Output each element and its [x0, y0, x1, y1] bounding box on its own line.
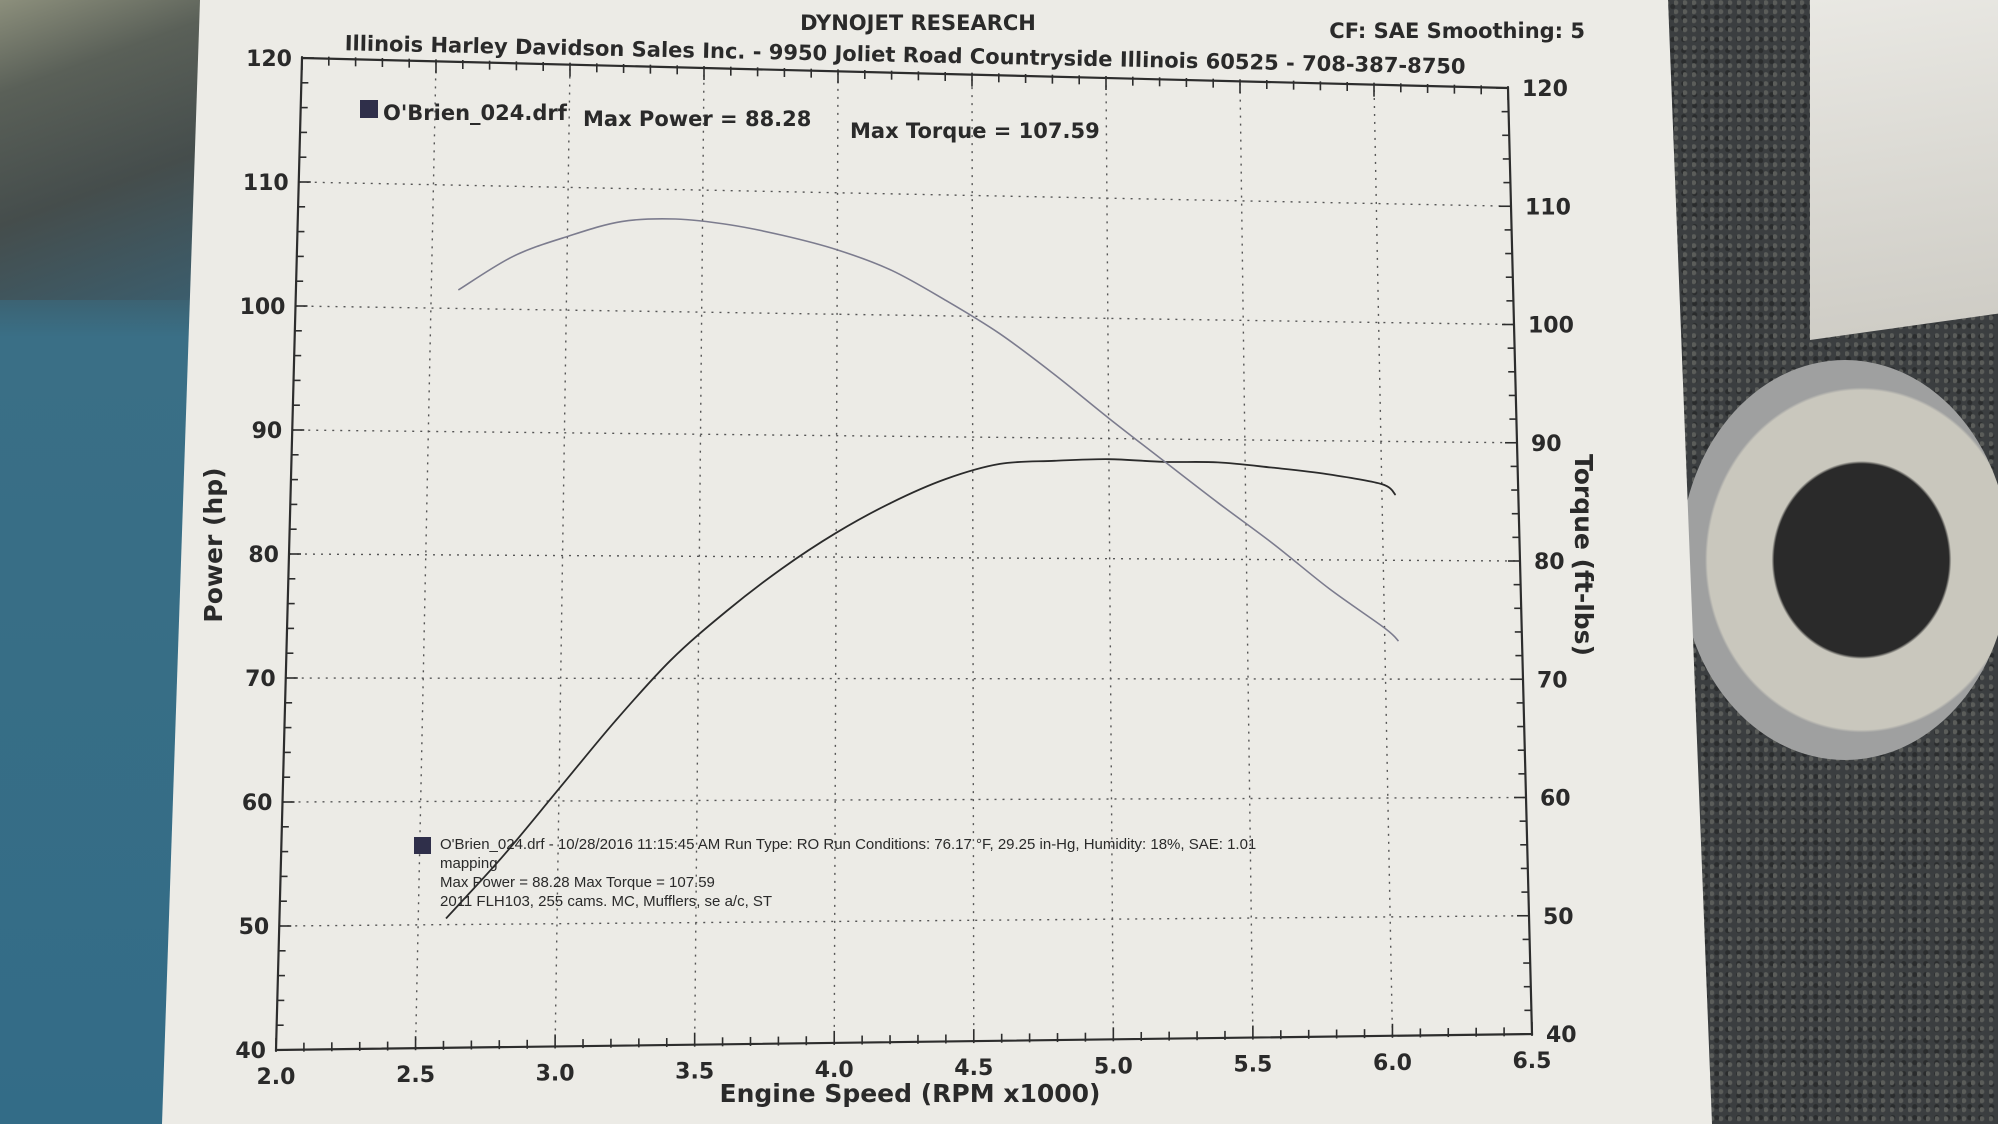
- grid-line-y: [288, 553, 1521, 562]
- grid-line-y: [279, 915, 1530, 927]
- x-tick-label: 6.5: [1513, 1049, 1552, 1074]
- run-info-line2: mapping: [440, 855, 498, 872]
- y-tick-label-left: 40: [235, 1039, 266, 1064]
- y-tick-label-right: 60: [1540, 787, 1571, 812]
- grid-line-x: [1373, 84, 1394, 1036]
- y-tick-label-left: 110: [243, 171, 289, 196]
- header-settings: CF: SAE Smoothing: 5: [1329, 19, 1585, 43]
- y-tick-label-left: 90: [252, 419, 283, 444]
- grid-line-x: [693, 67, 705, 1045]
- grid-line-y: [295, 305, 1515, 326]
- y-tick-label-right: 120: [1522, 77, 1568, 102]
- y-tick-label-left: 100: [240, 295, 286, 320]
- paper: [162, 0, 1712, 1124]
- series-power-line: [445, 458, 1397, 920]
- x-tick-label: 5.5: [1233, 1053, 1272, 1078]
- grid-line-x: [1105, 77, 1115, 1040]
- run-info-line4: 2011 FLH103, 255 cams. MC, Mufflers, se …: [440, 893, 772, 910]
- legend-max-torque: Max Torque = 107.59: [850, 119, 1100, 143]
- run-info-line1: O'Brien_024.drf - 10/28/2016 11:15:45 AM…: [440, 836, 1256, 853]
- y-tick-label-right: 80: [1534, 550, 1565, 575]
- y-tick-label-right: 90: [1531, 432, 1562, 457]
- x-tick-label: 4.5: [954, 1056, 993, 1081]
- y-tick-label-right: 50: [1543, 905, 1574, 930]
- header-company: DYNOJET RESEARCH: [800, 11, 1036, 35]
- background-wall: [0, 0, 210, 300]
- legend-run-file: O'Brien_024.drf: [383, 101, 568, 125]
- x-tick-label: 5.0: [1094, 1054, 1133, 1079]
- grid-line-x: [833, 71, 839, 1043]
- x-tick-label: 3.0: [536, 1061, 575, 1086]
- series-torque-line: [457, 217, 1400, 642]
- x-tick-label: 6.0: [1373, 1051, 1412, 1076]
- y-tick-label-right: 70: [1537, 668, 1568, 693]
- y-tick-label-left: 70: [245, 667, 276, 692]
- run-info-line3: Max Power = 88.28 Max Torque = 107.59: [440, 874, 715, 891]
- x-tick-label: 2.5: [396, 1063, 435, 1088]
- series-layer: [445, 217, 1400, 920]
- y-tick-label-left: 60: [242, 791, 273, 816]
- y-tick-label-left: 120: [246, 47, 292, 72]
- y-axis-left-label: Power (hp): [199, 467, 228, 622]
- grid-line-x: [971, 74, 975, 1042]
- y-axis-right-label: Torque (ft-lbs): [1569, 454, 1598, 656]
- y-tick-label-right: 110: [1525, 195, 1571, 220]
- x-axis-label: Engine Speed (RPM x1000): [720, 1079, 1101, 1108]
- ticks: 2.0 2.5 3.0 3.5 4.0 4.5 5.0 5.5 6.0 6.54050607080…: [235, 47, 1576, 1090]
- x-tick-label: 4.0: [815, 1058, 854, 1083]
- y-tick-label-left: 80: [248, 543, 279, 568]
- y-tick-label-right: 40: [1546, 1023, 1577, 1048]
- grid: [279, 61, 1530, 1049]
- background-tape-roll: [1680, 360, 1998, 760]
- y-tick-label-right: 100: [1528, 314, 1574, 339]
- y-tick-label-left: 50: [239, 915, 270, 940]
- legend-max-power: Max Power = 88.28: [583, 107, 811, 131]
- run-info-marker: [414, 837, 431, 854]
- x-tick-label: 3.5: [675, 1060, 714, 1085]
- legend-marker: [360, 100, 378, 118]
- x-tick-label: 2.0: [257, 1065, 296, 1090]
